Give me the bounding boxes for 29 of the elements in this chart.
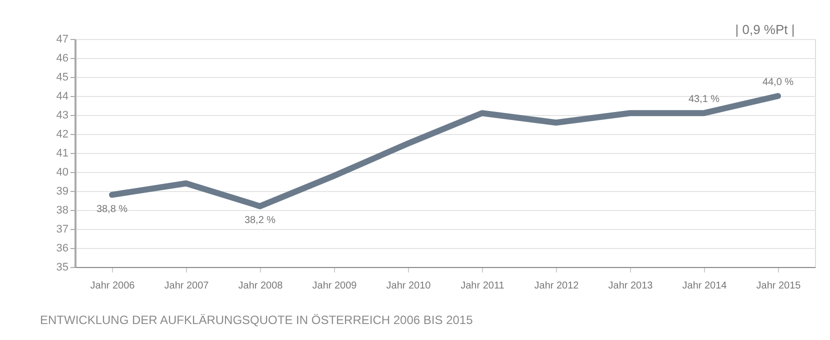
y-tick-label: 36 [56, 242, 68, 254]
text: ENTWICKLUNG DER AUFKLÄRUNGSQUOTE IN ÖSTERREICH 2006 BIS 2015 [40, 313, 474, 327]
x-tick-label: Jahr 2007 [164, 280, 210, 292]
x-tick-label: Jahr 2010 [386, 280, 432, 292]
y-tick-label: 38 [56, 204, 68, 216]
y-tick-label: 43 [56, 110, 68, 122]
y-tick-label: 47 [56, 34, 68, 46]
text: | 0,9 %Pt | [735, 22, 795, 37]
y-tick-label: 46 [56, 52, 68, 64]
y-tick-label: 44 [56, 90, 68, 102]
y-tick-label: 45 [56, 72, 68, 84]
x-tick-label: Jahr 2015 [756, 280, 802, 292]
y-tick-label: 39 [56, 186, 68, 198]
y-tick-label: 40 [56, 166, 68, 178]
y-tick-label: 37 [56, 224, 68, 236]
x-tick-label: Jahr 2014 [682, 280, 728, 292]
y-tick-label: 42 [56, 128, 68, 140]
y-tick-label: 41 [56, 148, 68, 160]
x-tick-label: Jahr 2012 [534, 280, 580, 292]
data-label: 43,1 % [688, 94, 720, 106]
x-tick-label: Jahr 2009 [312, 280, 358, 292]
y-tick-label: 35 [56, 262, 68, 274]
data-label: 38,2 % [244, 215, 276, 226]
data-label: 44,0 % [762, 77, 794, 88]
x-tick-label: Jahr 2006 [90, 280, 136, 292]
x-tick-label: Jahr 2011 [460, 280, 505, 292]
x-tick-label: Jahr 2008 [238, 280, 284, 292]
data-label: 38,8 % [96, 204, 128, 215]
x-tick-label: Jahr 2013 [608, 280, 654, 292]
